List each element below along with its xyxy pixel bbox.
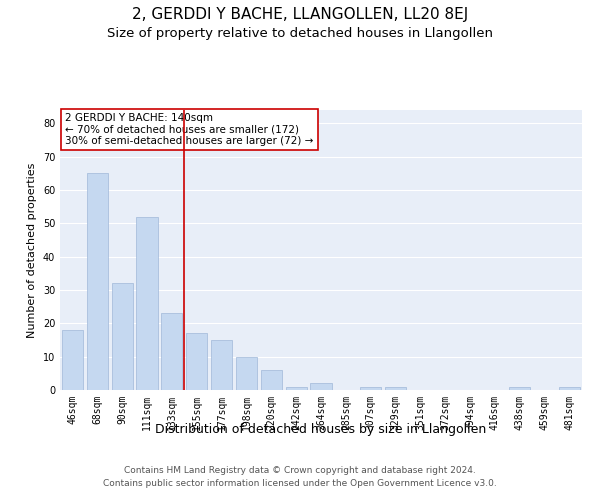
Bar (236, 356, 257, 390)
Bar (310, 384, 332, 390)
Bar (62, 330, 83, 390)
Bar (509, 386, 530, 390)
Bar (211, 340, 232, 390)
Y-axis label: Number of detached properties: Number of detached properties (27, 162, 37, 338)
Bar (112, 284, 133, 390)
Text: Size of property relative to detached houses in Llangollen: Size of property relative to detached ho… (107, 28, 493, 40)
Text: 2, GERDDI Y BACHE, LLANGOLLEN, LL20 8EJ: 2, GERDDI Y BACHE, LLANGOLLEN, LL20 8EJ (132, 8, 468, 22)
Text: 2 GERDDI Y BACHE: 140sqm
← 70% of detached houses are smaller (172)
30% of semi-: 2 GERDDI Y BACHE: 140sqm ← 70% of detach… (65, 113, 314, 146)
Bar (559, 386, 580, 390)
Text: Contains HM Land Registry data © Crown copyright and database right 2024.
Contai: Contains HM Land Registry data © Crown c… (103, 466, 497, 487)
Bar (261, 370, 282, 390)
Bar (186, 334, 207, 390)
Bar (136, 216, 158, 390)
Bar (161, 314, 182, 390)
Bar (385, 386, 406, 390)
Bar (360, 386, 381, 390)
Bar (87, 174, 108, 390)
Bar (286, 386, 307, 390)
Text: Distribution of detached houses by size in Llangollen: Distribution of detached houses by size … (155, 422, 487, 436)
